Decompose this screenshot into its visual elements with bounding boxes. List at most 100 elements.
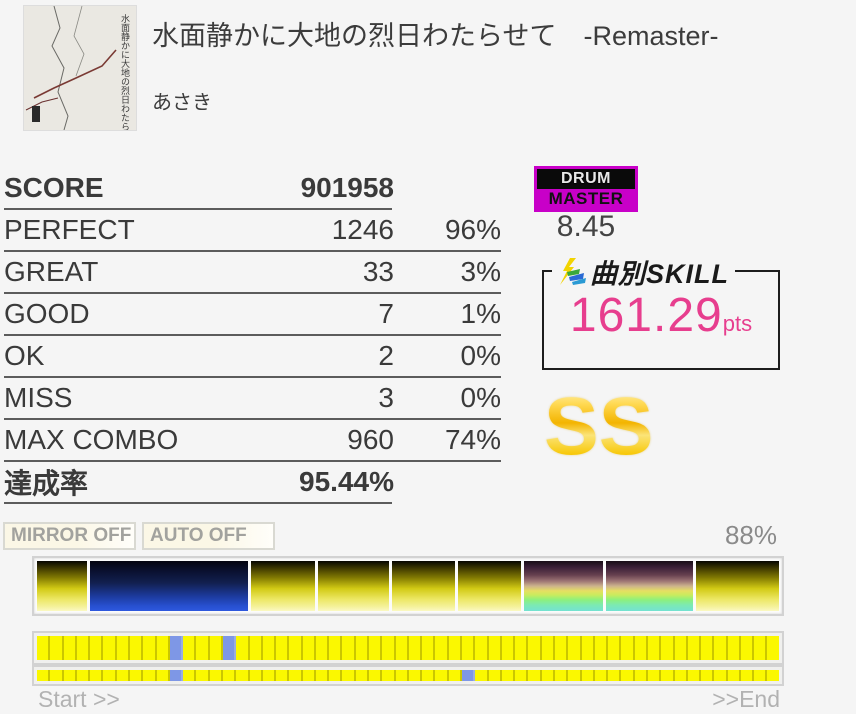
strip-cell [408,670,423,681]
strip-cell [329,670,343,681]
strip-cell [236,636,250,660]
strip-cell [50,636,64,660]
strip-cell [687,636,702,660]
strip-cell [63,670,77,681]
score-row-percent: 0% [460,382,501,413]
strip-cell [50,670,64,681]
strip-cell [581,670,595,681]
strip-cell [475,670,489,681]
strip-cell [369,636,383,660]
score-row-value: 33 [362,256,394,287]
strip-cell-blue [222,636,237,660]
strip-cell [621,670,635,681]
strip-cell [276,670,290,681]
strip-cell [740,636,755,660]
score-row-percent: 3% [460,256,501,287]
strip-cell [488,670,502,681]
strip-cell [422,670,436,681]
strip-cell-blue [169,670,184,681]
strip-cell [727,670,741,681]
strip-cell [714,636,728,660]
score-row: SCORE 901958 [4,168,501,208]
row-divider [4,334,501,336]
strip-cell [554,636,569,660]
strip-cell [262,636,277,660]
row-divider [4,250,501,252]
strip-cell [302,636,316,660]
strip-cell [488,636,502,660]
auto-toggle-button[interactable]: AUTO OFF [142,522,275,550]
score-row-percent: 74% [444,424,501,455]
strip-cell [129,670,144,681]
graph-segment-yellow [318,561,390,611]
score-row: 達成率 95.44% [4,462,501,502]
mirror-toggle-button[interactable]: MIRROR OFF [3,522,136,550]
level-value: 8.45 [556,210,616,243]
skill-logo: 曲別SKILL [552,252,735,291]
score-row-label: MISS [4,382,73,413]
score-row-label: OK [4,340,45,371]
strip-cell [395,636,409,660]
strip-cell [701,636,715,660]
rank-badge: SS [544,381,654,472]
strip-cell [661,670,675,681]
strip-cell [249,636,263,660]
strip-cell [183,636,197,660]
skill-value-wrap: 161.29pts [542,288,780,343]
row-divider [4,292,501,294]
score-row-value: 3 [378,382,394,413]
strip-cell [541,636,555,660]
strip-cell [143,670,157,681]
score-row-value: 95.44% [299,466,394,497]
graph-segment-yellow [695,561,779,611]
strip-cell [329,636,343,660]
strip-cell [355,670,370,681]
graph-segment-blue [90,561,249,611]
score-row-label: GOOD [4,298,90,329]
strip-cell [541,670,555,681]
strip-cell [408,636,423,660]
strip-cell [515,636,529,660]
album-art: 水面静かに大地の烈日わたらせて [24,5,136,149]
strip-cell [395,670,409,681]
strip-cell [647,670,662,681]
strip-cell [369,670,383,681]
strip-cell [382,670,396,681]
strip-cell [767,636,779,660]
score-row: PERFECT 1246 96% [4,210,501,250]
strip-cell [608,670,622,681]
strip-cell [435,670,449,681]
strip-cell [568,636,582,660]
strip-cell [37,636,51,660]
skill-unit: pts [722,311,753,336]
strip-cell [528,670,542,681]
skill-label: 曲別SKILL [590,259,729,289]
strip-cell [422,636,436,660]
strip-cell [143,636,157,660]
score-row-value: 901958 [300,172,394,203]
strip-cell [647,636,662,660]
strip-cell [90,636,104,660]
strip-cell [754,670,768,681]
strip-cell [63,636,77,660]
row-divider [4,418,501,420]
strip-cell [236,670,250,681]
strip-cell [515,670,529,681]
strip-cell [448,670,462,681]
score-row: MAX COMBO 960 74% [4,420,501,460]
difficulty-badge: DRUM MASTER [534,166,638,212]
strip-cell [767,670,779,681]
strip-cell [289,670,303,681]
strip-cell-blue [169,636,184,660]
row-divider [4,376,501,378]
strip-cell [342,670,356,681]
strip-cell [448,636,462,660]
score-row-label: 達成率 [4,468,89,499]
album-art-image: 水面静かに大地の烈日わたらせて [24,5,136,149]
progress-percent: 88% [724,520,777,550]
score-row: GREAT 33 3% [4,252,501,292]
strip-cell [103,636,117,660]
strip-cell [740,670,755,681]
strip-cell [727,636,741,660]
strip-cell [289,636,303,660]
